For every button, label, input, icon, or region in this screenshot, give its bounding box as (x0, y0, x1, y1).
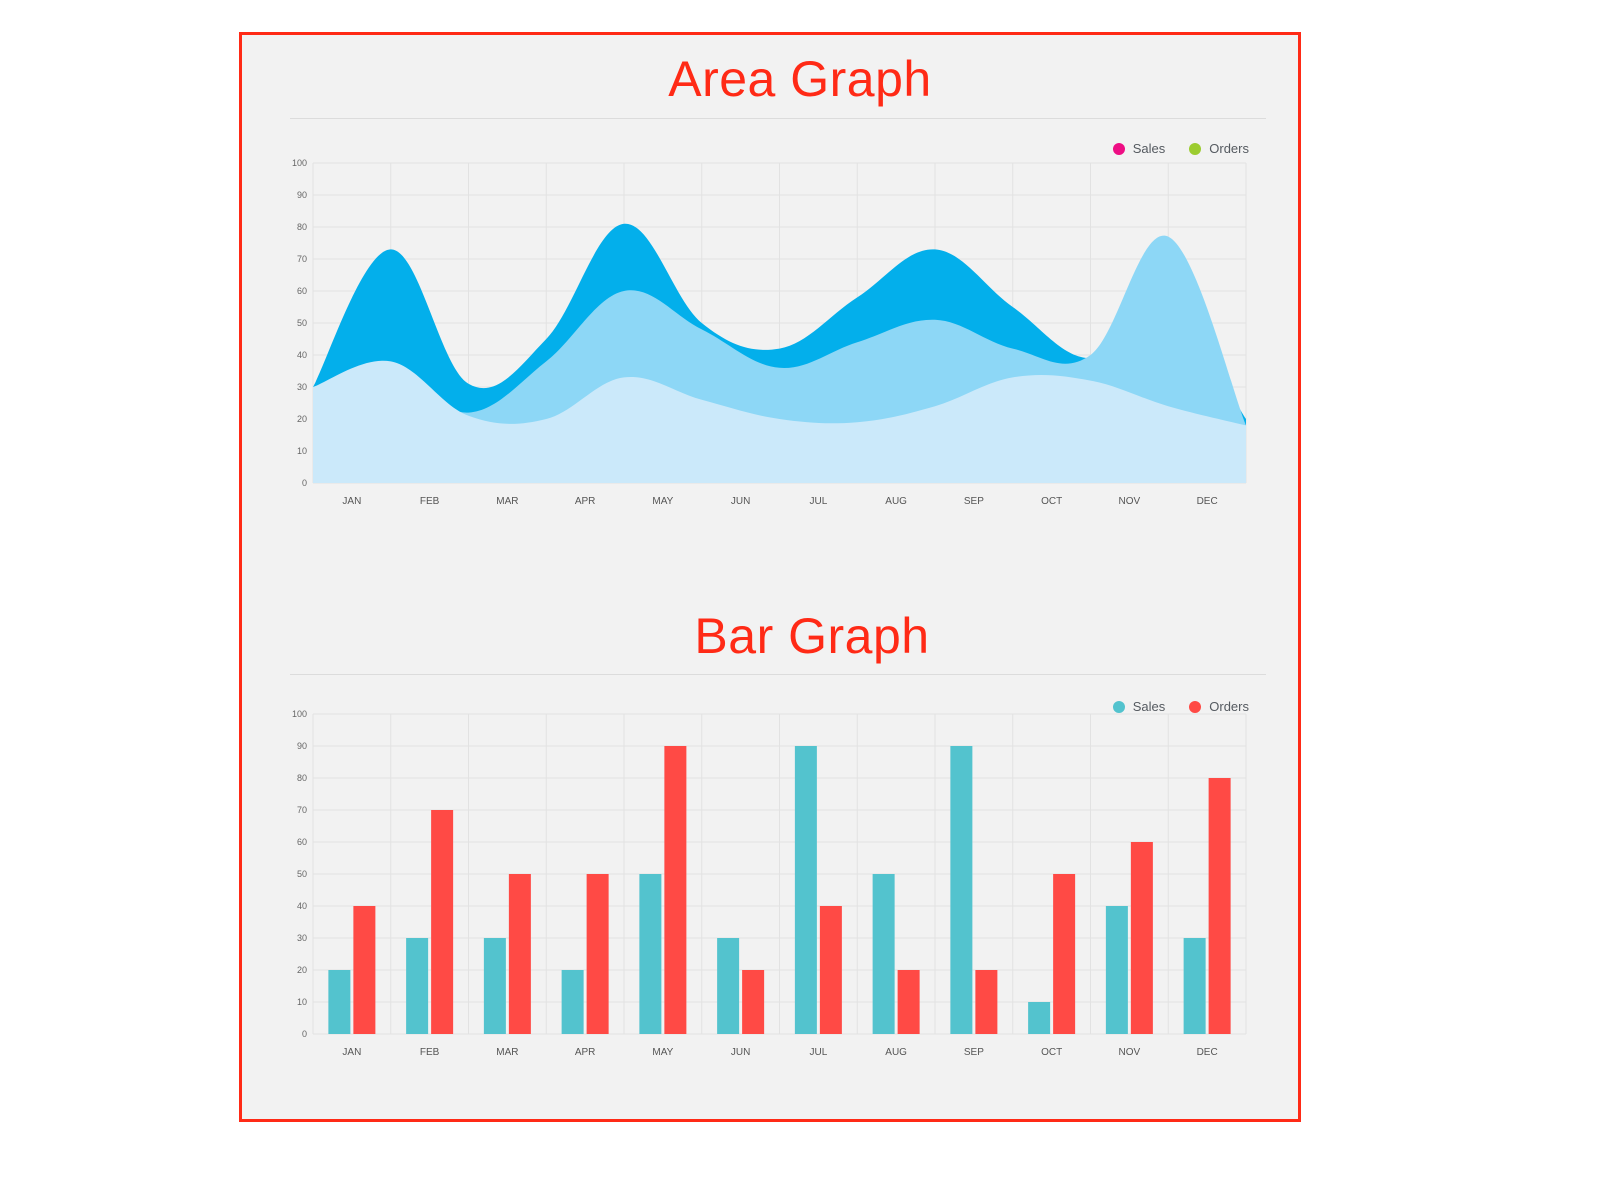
bar-sales-may[interactable] (639, 874, 662, 1034)
bar-sales-jul[interactable] (794, 746, 817, 1034)
x-tick-label: APR (575, 1047, 596, 1058)
sales-dot-icon (1112, 700, 1125, 713)
bar-orders-jun[interactable] (742, 970, 765, 1034)
x-tick-label: DEC (1197, 1047, 1218, 1058)
area-chart: 0 10 20 30 40 50 60 70 80 90 100 JAN FEB MAR APR MAY JUN… (292, 158, 1247, 507)
bar-orders-nov[interactable] (1130, 842, 1153, 1034)
bar-orders-may[interactable] (664, 746, 687, 1034)
bar-sales-dec[interactable] (1183, 938, 1206, 1034)
bar-orders-sep[interactable] (975, 970, 998, 1034)
bar-graph-title: Bar Graph (694, 608, 930, 664)
x-tick-label: NOV (1119, 1047, 1141, 1058)
x-tick-label: AUG (885, 496, 907, 507)
y-tick-label: 50 (297, 318, 307, 328)
bar-sales-sep[interactable] (950, 746, 973, 1034)
bar-orders-apr[interactable] (586, 874, 609, 1034)
bar-orders-jan[interactable] (353, 906, 376, 1034)
x-tick-label: OCT (1041, 496, 1062, 507)
y-tick-label: 0 (302, 1029, 307, 1039)
area-title-divider (290, 118, 1266, 119)
bar-orders-dec[interactable] (1208, 778, 1231, 1034)
bar-orders-oct[interactable] (1053, 874, 1076, 1034)
y-tick-label: 70 (297, 254, 307, 264)
area-legend-orders[interactable]: Orders (1189, 141, 1249, 156)
x-tick-label: OCT (1041, 1047, 1062, 1058)
bar-sales-aug[interactable] (872, 874, 895, 1034)
x-tick-label: APR (575, 496, 596, 507)
y-tick-label: 100 (292, 158, 307, 168)
y-tick-label: 20 (297, 414, 307, 424)
y-tick-label: 30 (297, 382, 307, 392)
area-graph-title: Area Graph (668, 51, 932, 107)
y-tick-label: 0 (302, 478, 307, 488)
bar-orders-mar[interactable] (508, 874, 531, 1034)
bar-legend-sales-label: Sales (1132, 699, 1166, 714)
orders-dot-icon (1189, 700, 1202, 713)
x-tick-label: DEC (1197, 496, 1218, 507)
x-tick-label: MAR (496, 496, 518, 507)
area-legend-orders-label: Orders (1209, 141, 1249, 156)
bar-sales-apr[interactable] (561, 970, 584, 1034)
bar-legend: Sales Orders (1089, 699, 1249, 714)
y-tick-label: 50 (297, 869, 307, 879)
x-tick-label: MAY (652, 1047, 673, 1058)
x-tick-label: JUN (731, 1047, 750, 1058)
x-tick-label: SEP (964, 496, 984, 507)
x-tick-label: AUG (885, 1047, 907, 1058)
x-tick-label: FEB (420, 1047, 440, 1058)
bar-sales-jun[interactable] (717, 938, 740, 1034)
bar-sales-jan[interactable] (328, 970, 351, 1034)
area-legend-sales-label: Sales (1132, 141, 1166, 156)
area-legend: Sales Orders (1089, 141, 1249, 156)
sales-dot-icon (1112, 142, 1125, 155)
x-tick-label: MAR (496, 1047, 518, 1058)
x-tick-label: JUL (809, 1047, 827, 1058)
area-legend-sales[interactable]: Sales (1112, 141, 1166, 156)
y-tick-label: 90 (297, 190, 307, 200)
y-tick-label: 70 (297, 805, 307, 815)
bar-title-divider (290, 674, 1266, 675)
bar-legend-sales[interactable]: Sales (1112, 699, 1166, 714)
bar-legend-orders-label: Orders (1209, 699, 1249, 714)
y-tick-label: 60 (297, 286, 307, 296)
area-series-3 (313, 360, 1246, 483)
x-tick-label: SEP (964, 1047, 984, 1058)
y-tick-label: 100 (292, 709, 307, 719)
y-tick-label: 10 (297, 997, 307, 1007)
x-tick-label: JAN (342, 1047, 361, 1058)
y-tick-label: 80 (297, 773, 307, 783)
bar-orders-aug[interactable] (897, 970, 920, 1034)
x-tick-label: JAN (342, 496, 361, 507)
y-tick-label: 20 (297, 965, 307, 975)
x-tick-label: NOV (1119, 496, 1141, 507)
x-tick-label: MAY (652, 496, 673, 507)
bar-grid: 0 10 20 30 40 50 60 70 80 90 100 JAN FEB MAR APR MAY JUN… (292, 709, 1247, 1058)
x-tick-label: FEB (420, 496, 440, 507)
bar-orders-jul[interactable] (819, 906, 842, 1034)
x-tick-label: JUN (731, 496, 750, 507)
x-tick-label: JUL (809, 496, 827, 507)
y-tick-label: 10 (297, 446, 307, 456)
bar-orders-feb[interactable] (431, 810, 454, 1034)
bar-sales-oct[interactable] (1028, 1002, 1051, 1034)
orders-dot-icon (1189, 142, 1202, 155)
bar-sales-feb[interactable] (406, 938, 429, 1034)
bar-sales-nov[interactable] (1105, 906, 1128, 1034)
y-tick-label: 40 (297, 350, 307, 360)
bar-legend-orders[interactable]: Orders (1189, 699, 1249, 714)
y-tick-label: 80 (297, 222, 307, 232)
y-tick-label: 40 (297, 901, 307, 911)
y-tick-label: 60 (297, 837, 307, 847)
bar-sales-mar[interactable] (483, 938, 506, 1034)
y-tick-label: 30 (297, 933, 307, 943)
y-tick-label: 90 (297, 741, 307, 751)
